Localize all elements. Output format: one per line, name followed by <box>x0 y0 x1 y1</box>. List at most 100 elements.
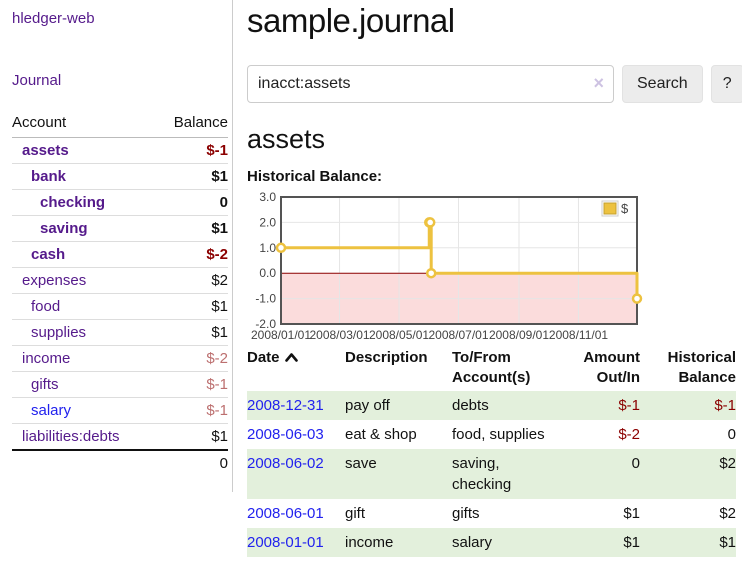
account-link[interactable]: assets <box>22 142 69 159</box>
transaction-description: save <box>345 455 377 472</box>
transaction-amount: $1 <box>623 505 640 522</box>
account-link[interactable]: income <box>22 350 71 367</box>
transaction-date-link[interactable]: 2008-06-01 <box>247 505 324 522</box>
accounts-total-row: 0 <box>12 449 228 478</box>
account-row: income $-2 <box>12 345 228 372</box>
register-header-amount: Amount Out/In <box>583 349 640 386</box>
transaction-accounts: debts <box>452 397 489 414</box>
x-axis-tick-label: 2008/09/01 <box>489 328 549 342</box>
x-axis-tick-label: 2008/05/01 <box>369 328 429 342</box>
transaction-row[interactable]: 2008-06-03 eat & shop food, supplies $-2 0 <box>247 420 736 449</box>
register-table: Date Description To/From Account(s) Amou… <box>247 345 736 557</box>
account-link[interactable]: liabilities:debts <box>22 428 120 445</box>
transaction-description: pay off <box>345 397 390 414</box>
transaction-accounts: food, supplies <box>452 426 545 443</box>
transaction-balance: 0 <box>727 426 736 443</box>
y-axis-tick-label: -1.0 <box>255 292 276 306</box>
register-header-accounts: To/From Account(s) <box>452 349 531 386</box>
chart-section-label: Historical Balance: <box>247 168 383 185</box>
transaction-row[interactable]: 2008-06-01 gift gifts $1 $2 <box>247 499 736 528</box>
y-axis-tick-label: 0.0 <box>259 266 276 280</box>
transaction-accounts: saving, checking <box>452 455 512 493</box>
account-balance: $-2 <box>155 241 228 268</box>
x-axis-tick-label: 2008/11/01 <box>549 328 608 342</box>
search-input[interactable] <box>247 65 614 103</box>
account-row: bank $1 <box>12 163 228 190</box>
transaction-row[interactable]: 2008-06-02 save saving, checking 0 $2 <box>247 449 736 499</box>
search-button[interactable]: Search <box>622 65 703 103</box>
account-row: food $1 <box>12 293 228 320</box>
account-balance: $1 <box>155 163 228 190</box>
account-row: cash $-2 <box>12 241 228 268</box>
account-link[interactable]: salary <box>31 402 72 419</box>
account-link[interactable]: bank <box>31 168 67 185</box>
transaction-row[interactable]: 2008-12-31 pay off debts $-1 $-1 <box>247 391 736 420</box>
transaction-description: income <box>345 534 394 551</box>
search-form: × Search ? <box>247 65 742 103</box>
account-balance: $2 <box>155 267 228 294</box>
account-balance: $-1 <box>206 142 228 159</box>
transaction-amount: $-2 <box>618 426 640 443</box>
account-balance: $-2 <box>155 345 228 372</box>
data-point-marker <box>275 242 287 254</box>
app-title-link[interactable]: hledger-web <box>12 10 95 27</box>
account-row: liabilities:debts $1 <box>12 423 228 450</box>
y-axis-tick-label: -2.0 <box>255 317 276 331</box>
transaction-date-link[interactable]: 2008-06-03 <box>247 426 324 443</box>
account-heading: assets <box>247 124 326 154</box>
register-header-balance: Historical Balance <box>667 349 736 386</box>
register-header-date[interactable]: Date <box>247 345 345 391</box>
accounts-total-value: 0 <box>155 449 228 478</box>
transaction-balance: $1 <box>719 534 736 551</box>
account-link[interactable]: supplies <box>31 324 87 341</box>
transaction-description: gift <box>345 505 366 522</box>
accounts-table: Account Balance assets $-1 bank $1 checking 0… <box>12 111 228 478</box>
x-axis-tick-label: 2008/07/01 <box>428 328 488 342</box>
sidebar-item-journal[interactable]: Journal <box>12 72 62 89</box>
page: hledger-web Journal Account Balance asse… <box>0 0 742 557</box>
transaction-date-link[interactable]: 2008-06-02 <box>247 455 324 472</box>
transaction-accounts: salary <box>452 534 493 551</box>
account-link[interactable]: checking <box>40 194 106 211</box>
page-title: sample.journal <box>247 2 455 39</box>
data-point-marker <box>631 293 643 304</box>
transaction-accounts: gifts <box>452 505 480 522</box>
transaction-date-link[interactable]: 2008-01-01 <box>247 534 324 551</box>
account-balance: 0 <box>155 189 228 216</box>
clear-search-icon[interactable]: × <box>593 73 604 93</box>
historical-balance-chart: $3.0 2.0 1.0 0.0 -1.0 -2.02008/01/012008/03/0… <box>251 190 643 342</box>
account-link[interactable]: cash <box>31 246 66 263</box>
account-balance: $1 <box>155 319 228 346</box>
transaction-balance: $2 <box>719 505 736 522</box>
account-row: supplies $1 <box>12 319 228 346</box>
register-header-description: Description <box>345 349 428 366</box>
account-link[interactable]: food <box>31 298 61 315</box>
transaction-balance: $-1 <box>714 397 736 414</box>
x-axis-tick-label: 2008/01/01 <box>251 328 311 342</box>
legend-swatch <box>603 202 617 215</box>
account-balance: $1 <box>155 423 228 450</box>
accounts-header-balance: Balance <box>155 111 228 138</box>
help-button[interactable]: ? <box>710 65 742 103</box>
data-point-marker <box>425 267 437 279</box>
account-row: expenses $2 <box>12 267 228 294</box>
x-axis-tick-label: 2008/03/01 <box>309 328 369 342</box>
sidebar: hledger-web Journal Account Balance asse… <box>0 0 233 492</box>
main-content: sample.journal × Search ? assets Histori… <box>233 0 742 557</box>
account-link[interactable]: expenses <box>22 272 87 289</box>
transaction-balance: $2 <box>719 455 736 472</box>
plot-border <box>280 196 638 325</box>
transaction-amount: $1 <box>623 534 640 551</box>
account-row: gifts $-1 <box>12 371 228 398</box>
account-row: saving $1 <box>12 215 228 242</box>
account-row: salary $-1 <box>12 397 228 424</box>
account-link[interactable]: saving <box>40 220 88 237</box>
register-header-row: Date Description To/From Account(s) Amou… <box>247 345 736 391</box>
account-link[interactable]: gifts <box>31 376 59 393</box>
y-axis-tick-label: 1.0 <box>259 241 276 255</box>
transaction-date-link[interactable]: 2008-12-31 <box>247 397 324 414</box>
legend-label: $ <box>621 201 629 216</box>
account-row: checking 0 <box>12 189 228 216</box>
account-balance: $1 <box>155 215 228 242</box>
transaction-row[interactable]: 2008-01-01 income salary $1 $1 <box>247 528 736 557</box>
